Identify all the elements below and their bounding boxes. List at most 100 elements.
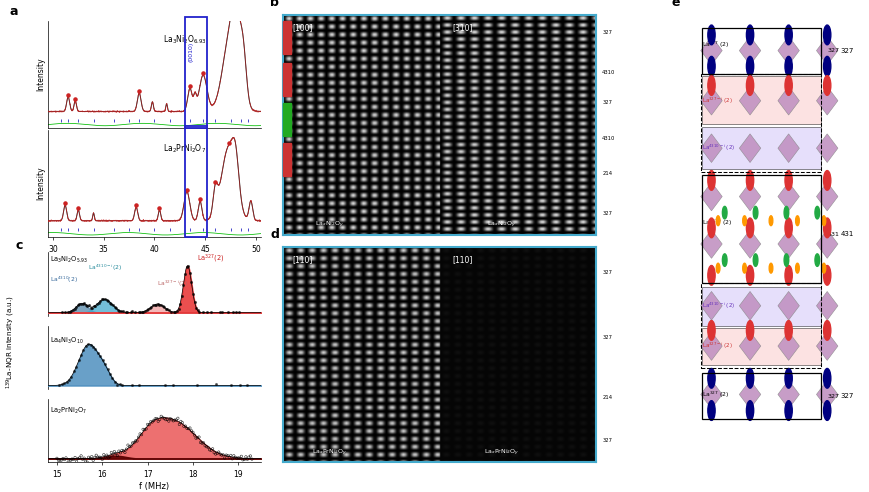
Point bbox=[132, 87, 146, 95]
Text: La$^{4310-i}$(2): La$^{4310-i}$(2) bbox=[89, 263, 123, 274]
Point bbox=[229, 454, 243, 462]
Point bbox=[125, 308, 139, 315]
Point bbox=[235, 456, 249, 464]
Text: 4310: 4310 bbox=[601, 69, 615, 75]
Circle shape bbox=[784, 171, 792, 190]
Point bbox=[78, 458, 92, 465]
Point bbox=[83, 455, 97, 462]
Point bbox=[80, 458, 94, 466]
Polygon shape bbox=[777, 332, 799, 361]
Y-axis label: Intensity: Intensity bbox=[36, 167, 45, 200]
Point bbox=[158, 381, 172, 389]
Point bbox=[199, 443, 213, 451]
Point bbox=[227, 452, 241, 460]
Point bbox=[95, 295, 109, 303]
Point bbox=[169, 307, 183, 315]
Point bbox=[55, 380, 69, 388]
Point bbox=[136, 308, 150, 316]
Point bbox=[149, 301, 163, 308]
Point bbox=[55, 456, 69, 464]
Point bbox=[105, 374, 119, 382]
Point bbox=[62, 376, 76, 384]
Bar bbox=[700, 175, 819, 283]
Point bbox=[98, 295, 112, 303]
Point bbox=[87, 302, 101, 310]
Point bbox=[223, 452, 237, 460]
Point bbox=[223, 12, 237, 20]
Point bbox=[209, 450, 222, 458]
Circle shape bbox=[784, 266, 792, 285]
Text: La$^{327}$(2): La$^{327}$(2) bbox=[196, 252, 224, 265]
Point bbox=[57, 379, 71, 387]
Text: 327: 327 bbox=[601, 100, 612, 105]
Circle shape bbox=[823, 266, 830, 285]
Point bbox=[150, 300, 164, 308]
Text: 327: 327 bbox=[601, 438, 612, 443]
Polygon shape bbox=[739, 332, 760, 361]
Bar bbox=[184, 126, 207, 237]
Point bbox=[90, 300, 103, 308]
Point bbox=[108, 303, 122, 310]
Circle shape bbox=[784, 25, 792, 45]
Polygon shape bbox=[777, 182, 799, 211]
Point bbox=[180, 425, 194, 432]
Circle shape bbox=[746, 76, 753, 95]
Polygon shape bbox=[815, 36, 837, 65]
Point bbox=[118, 449, 132, 457]
Point bbox=[120, 308, 134, 316]
Text: [110]: [110] bbox=[292, 256, 312, 265]
Polygon shape bbox=[815, 380, 837, 409]
Text: La$_x$PrNi$_2$O$_y$: La$_x$PrNi$_2$O$_y$ bbox=[484, 448, 519, 458]
Point bbox=[211, 448, 225, 456]
Point bbox=[124, 381, 138, 389]
Point bbox=[147, 417, 161, 425]
Circle shape bbox=[814, 254, 819, 266]
Circle shape bbox=[721, 254, 726, 266]
Point bbox=[121, 441, 135, 449]
Circle shape bbox=[721, 206, 726, 219]
Point bbox=[188, 298, 202, 306]
Circle shape bbox=[823, 369, 830, 388]
Point bbox=[139, 425, 153, 433]
Point bbox=[186, 429, 200, 436]
Point bbox=[85, 304, 99, 312]
Point bbox=[64, 373, 78, 381]
Point bbox=[53, 456, 67, 464]
Point bbox=[239, 453, 253, 461]
Text: 327: 327 bbox=[601, 211, 612, 215]
Point bbox=[68, 305, 82, 313]
Point bbox=[80, 302, 94, 309]
Circle shape bbox=[823, 25, 830, 45]
Point bbox=[107, 448, 121, 456]
Point bbox=[96, 357, 109, 365]
Point bbox=[176, 419, 189, 427]
Text: La$_3$Ni$_2$O$_{5.93}$: La$_3$Ni$_2$O$_{5.93}$ bbox=[50, 255, 88, 265]
Point bbox=[112, 380, 126, 388]
Text: La$^{327-i}$(2): La$^{327-i}$(2) bbox=[156, 278, 188, 288]
Polygon shape bbox=[815, 230, 837, 258]
Bar bbox=[700, 126, 819, 169]
Polygon shape bbox=[815, 291, 837, 320]
Point bbox=[86, 457, 100, 464]
Point bbox=[204, 446, 218, 454]
Polygon shape bbox=[700, 87, 721, 115]
Point bbox=[146, 302, 160, 309]
Text: 327: 327 bbox=[826, 48, 839, 53]
Bar bbox=[184, 17, 207, 128]
Point bbox=[65, 455, 79, 463]
Point bbox=[98, 453, 112, 461]
Text: La$_x$Ni$_2$O$_y$: La$_x$Ni$_2$O$_y$ bbox=[315, 220, 344, 230]
Point bbox=[131, 308, 145, 316]
Polygon shape bbox=[815, 332, 837, 361]
Point bbox=[135, 308, 149, 316]
Text: La$_x$PrNi$_2$O$_y$: La$_x$PrNi$_2$O$_y$ bbox=[312, 448, 347, 458]
Point bbox=[61, 459, 75, 467]
Point bbox=[94, 454, 108, 461]
Point bbox=[169, 308, 182, 316]
Point bbox=[63, 457, 77, 464]
Point bbox=[226, 308, 240, 316]
Point bbox=[171, 305, 185, 312]
Point bbox=[182, 82, 196, 90]
Point bbox=[68, 454, 82, 461]
Point bbox=[99, 297, 113, 305]
